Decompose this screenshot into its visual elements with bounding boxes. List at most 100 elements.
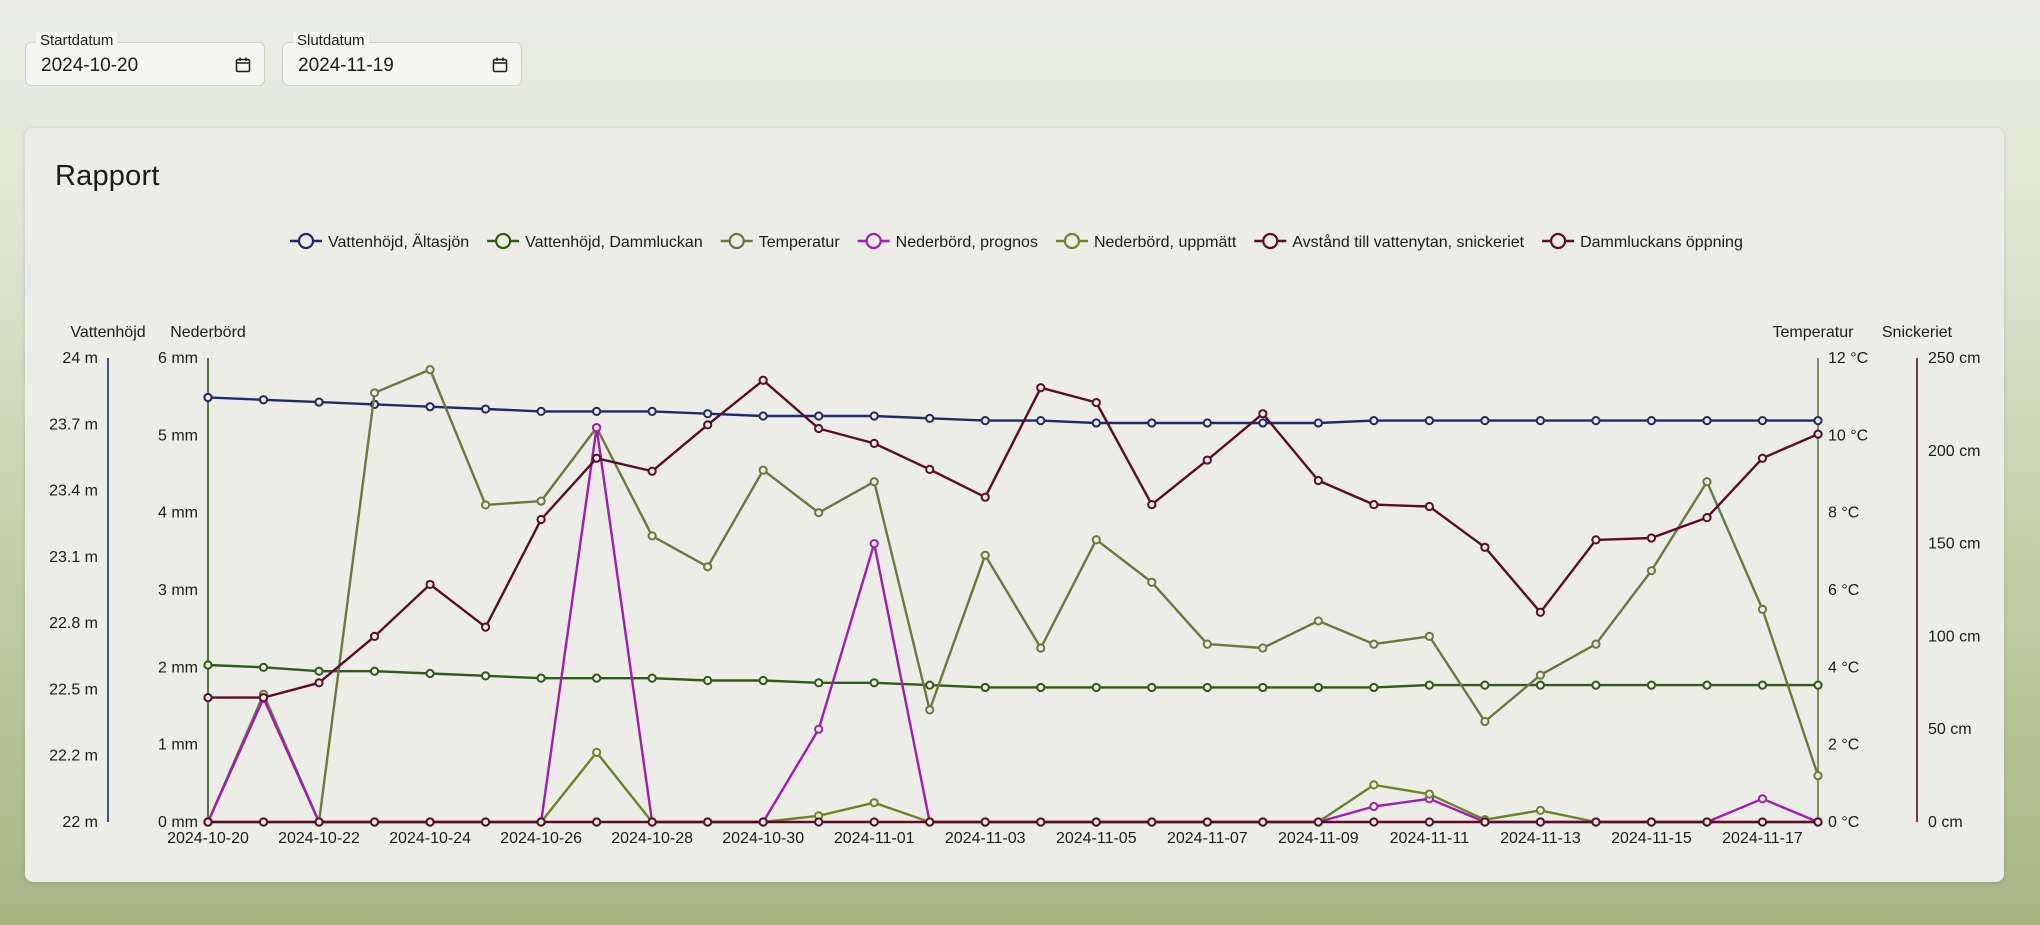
data-point[interactable] — [1369, 416, 1379, 426]
data-point[interactable] — [647, 673, 657, 683]
legend-swatch-marker[interactable] — [1262, 232, 1279, 250]
data-point[interactable] — [480, 671, 491, 681]
data-point[interactable] — [1147, 418, 1157, 428]
data-point[interactable] — [647, 817, 657, 827]
data-point[interactable] — [1258, 643, 1268, 653]
data-point[interactable] — [1202, 418, 1212, 428]
data-point[interactable] — [814, 678, 824, 688]
data-point[interactable] — [592, 423, 602, 433]
data-point[interactable] — [980, 416, 990, 426]
data-point[interactable] — [1813, 771, 1823, 781]
data-point[interactable] — [647, 466, 657, 476]
data-point[interactable] — [1091, 418, 1101, 428]
data-point[interactable] — [869, 817, 879, 827]
data-point[interactable] — [1424, 680, 1434, 690]
data-point[interactable] — [314, 397, 324, 407]
data-point[interactable] — [1757, 794, 1768, 804]
data-point[interactable] — [1702, 416, 1712, 426]
data-point[interactable] — [1535, 817, 1546, 827]
data-point[interactable] — [203, 392, 213, 403]
data-point[interactable] — [1535, 805, 1546, 816]
data-point[interactable] — [1424, 416, 1434, 426]
data-point[interactable] — [758, 375, 768, 385]
data-point[interactable] — [1646, 566, 1657, 576]
data-point[interactable] — [1480, 542, 1490, 552]
data-point[interactable] — [1258, 682, 1268, 693]
data-point[interactable] — [869, 477, 879, 487]
data-point[interactable] — [869, 798, 879, 808]
data-point[interactable] — [1813, 680, 1823, 690]
data-point[interactable] — [1480, 817, 1490, 827]
data-point[interactable] — [1202, 639, 1212, 649]
data-point[interactable] — [1313, 616, 1323, 626]
data-point[interactable] — [703, 409, 713, 419]
data-point[interactable] — [1702, 477, 1712, 487]
data-point[interactable] — [1535, 607, 1546, 617]
data-point[interactable] — [1591, 817, 1601, 827]
data-point[interactable] — [1369, 682, 1379, 693]
data-point[interactable] — [1813, 817, 1823, 827]
data-point[interactable] — [1591, 680, 1601, 690]
data-point[interactable] — [258, 693, 269, 703]
data-point[interactable] — [1091, 535, 1101, 545]
data-point[interactable] — [703, 817, 713, 827]
data-point[interactable] — [425, 365, 435, 375]
data-point[interactable] — [1646, 680, 1657, 690]
data-point[interactable] — [1313, 475, 1323, 486]
end-date-value[interactable]: 2024-11-19 — [298, 55, 394, 76]
legend-entry[interactable]: Nederbörd, prognos — [896, 234, 1038, 251]
data-point[interactable] — [1313, 817, 1323, 827]
data-point[interactable] — [814, 817, 824, 827]
calendar-icon[interactable] — [491, 56, 509, 74]
data-point[interactable] — [1424, 631, 1434, 642]
data-point[interactable] — [1480, 680, 1490, 690]
data-point[interactable] — [203, 693, 213, 703]
data-point[interactable] — [925, 464, 935, 474]
data-point[interactable] — [1147, 682, 1157, 693]
data-point[interactable] — [1757, 604, 1768, 614]
data-point[interactable] — [1036, 383, 1046, 393]
data-point[interactable] — [1147, 577, 1157, 587]
data-point[interactable] — [536, 514, 546, 525]
data-point[interactable] — [1369, 639, 1379, 649]
data-point[interactable] — [480, 500, 491, 510]
data-point[interactable] — [1480, 716, 1490, 727]
data-point[interactable] — [425, 668, 435, 679]
data-point[interactable] — [1036, 682, 1046, 693]
data-point[interactable] — [314, 678, 324, 688]
data-point[interactable] — [1036, 643, 1046, 653]
data-point[interactable] — [1702, 513, 1712, 523]
legend-swatch-marker[interactable] — [865, 232, 882, 250]
data-point[interactable] — [1646, 416, 1657, 426]
legend-swatch-marker[interactable] — [297, 232, 315, 250]
legend-entry[interactable]: Vattenhöjd, Ältasjön — [328, 233, 469, 251]
data-point[interactable] — [203, 817, 213, 827]
data-point[interactable] — [536, 496, 546, 506]
data-point[interactable] — [1757, 416, 1768, 426]
start-date-field[interactable]: Startdatum 2024-10-20 — [25, 32, 265, 86]
data-point[interactable] — [536, 406, 546, 416]
data-point[interactable] — [925, 705, 935, 715]
data-point[interactable] — [1369, 780, 1379, 790]
data-point[interactable] — [1591, 416, 1601, 426]
data-point[interactable] — [480, 404, 491, 414]
data-point[interactable] — [1813, 429, 1823, 439]
data-point[interactable] — [1535, 670, 1546, 680]
data-point[interactable] — [1258, 409, 1268, 419]
data-point[interactable] — [1591, 639, 1601, 649]
data-point[interactable] — [869, 539, 879, 549]
data-point[interactable] — [1036, 817, 1046, 827]
data-point[interactable] — [1258, 418, 1268, 428]
data-point[interactable] — [1202, 455, 1212, 465]
data-point[interactable] — [703, 675, 713, 686]
data-point[interactable] — [925, 817, 935, 827]
data-point[interactable] — [1147, 817, 1157, 827]
data-point[interactable] — [1757, 680, 1768, 690]
legend-swatch-marker[interactable] — [1549, 232, 1567, 250]
data-point[interactable] — [758, 817, 768, 827]
data-point[interactable] — [758, 411, 768, 421]
data-point[interactable] — [980, 682, 990, 693]
data-point[interactable] — [258, 662, 269, 672]
data-point[interactable] — [369, 631, 380, 642]
data-point[interactable] — [592, 673, 602, 683]
